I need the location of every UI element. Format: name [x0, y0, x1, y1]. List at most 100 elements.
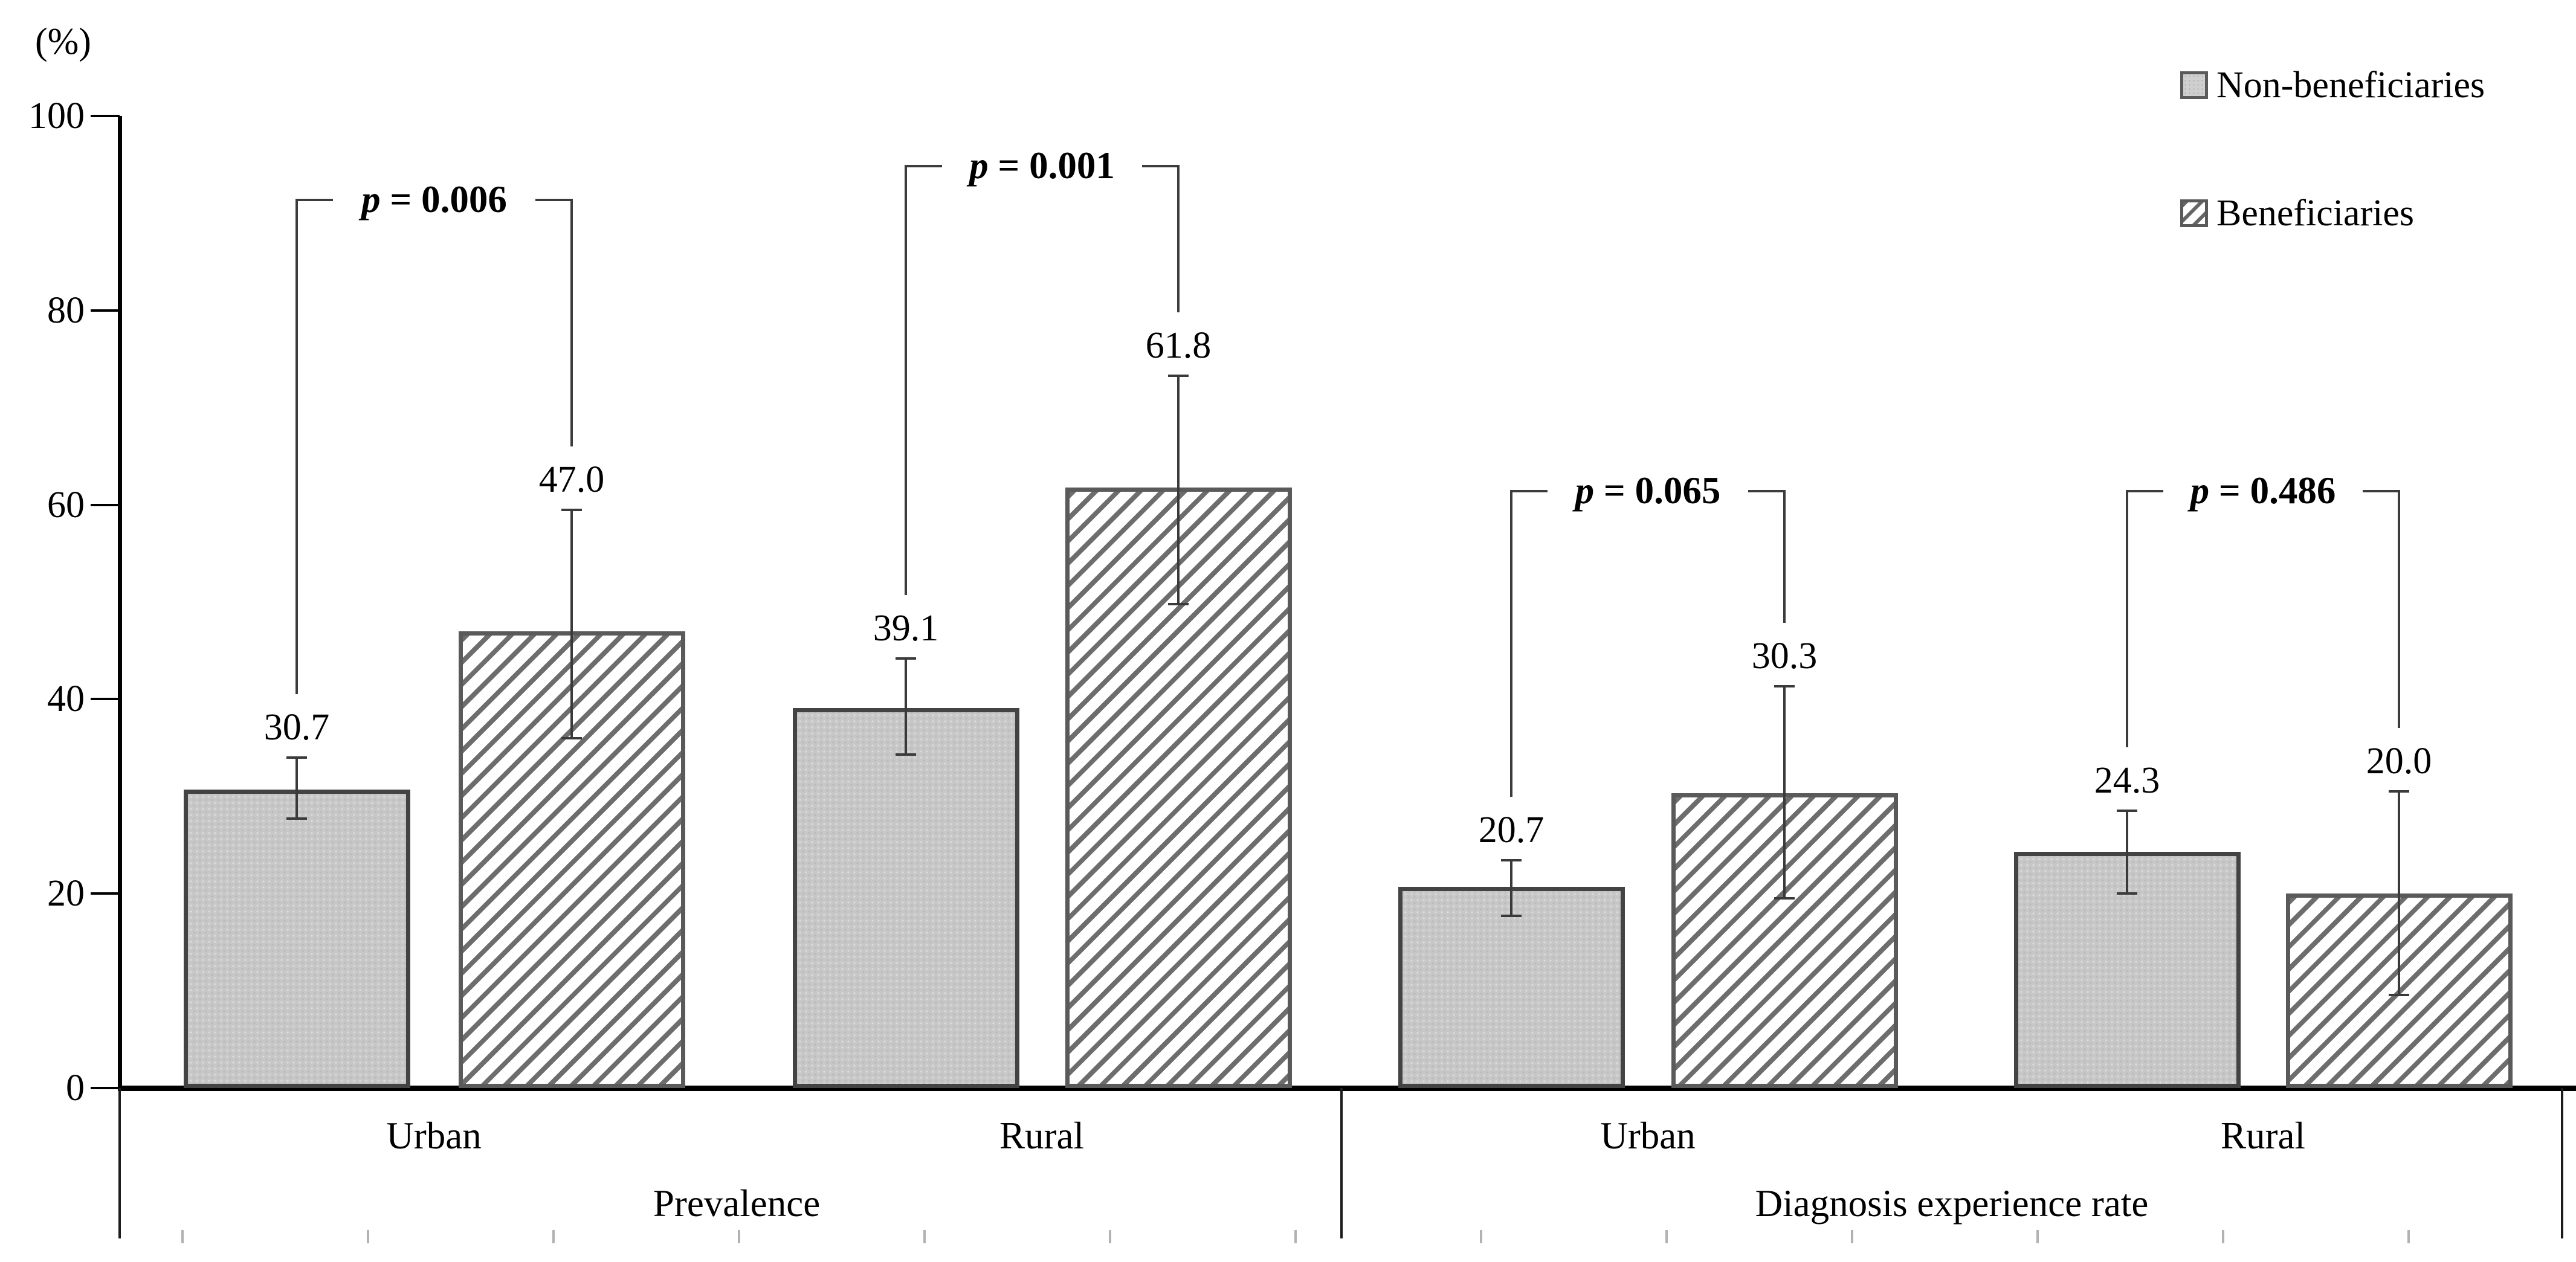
- bar-value-label: 20.0: [2366, 741, 2432, 782]
- bottom-axis-tick: [552, 1230, 555, 1243]
- p-bracket-left-drop: [295, 199, 298, 694]
- legend-label: Non-beneficiaries: [2216, 65, 2485, 106]
- error-bar: [2126, 811, 2128, 894]
- y-axis-tick: [91, 698, 120, 701]
- p-bracket-right-segment: [1142, 165, 1180, 167]
- category-label: Rural: [2221, 1115, 2305, 1157]
- category-label: Urban: [386, 1115, 482, 1157]
- p-value-text: = 0.001: [988, 144, 1115, 187]
- bar-value-label: 61.8: [1145, 324, 1212, 366]
- p-symbol: p: [2190, 469, 2210, 512]
- p-value-text: = 0.486: [2209, 469, 2336, 512]
- bottom-axis-tick: [738, 1230, 740, 1243]
- p-symbol: p: [1575, 469, 1595, 512]
- group-separator-line: [2561, 1088, 2563, 1238]
- p-bracket-right-drop: [1177, 165, 1180, 312]
- error-bar-lower-cap: [896, 753, 916, 756]
- bottom-axis-tick: [2407, 1230, 2410, 1243]
- p-value-label: p = 0.001: [861, 147, 1224, 185]
- error-bar-upper-cap: [1774, 685, 1795, 688]
- p-bracket-right-drop: [2398, 490, 2400, 729]
- p-value-label: p = 0.065: [1467, 472, 1829, 510]
- p-bracket-right-drop: [570, 199, 573, 446]
- error-bar-upper-cap: [896, 657, 916, 660]
- error-bar-upper-cap: [1501, 859, 1522, 862]
- p-bracket-left-segment: [2126, 490, 2163, 492]
- y-tick-label: 20: [47, 873, 85, 915]
- bottom-axis-tick: [181, 1230, 184, 1243]
- p-value-label: p = 0.486: [2082, 472, 2444, 510]
- category-label: Rural: [999, 1115, 1084, 1157]
- error-bar: [905, 658, 907, 755]
- y-tick-label: 0: [66, 1067, 85, 1109]
- error-bar: [295, 757, 298, 819]
- p-bracket-left-drop: [1510, 490, 1512, 797]
- bar-value-label: 24.3: [2094, 760, 2160, 802]
- x-axis-line: [118, 1086, 2576, 1091]
- legend-item-non-beneficiaries: Non-beneficiaries: [2180, 66, 2485, 104]
- p-bracket-right-segment: [2363, 490, 2400, 492]
- category-label: Urban: [1600, 1115, 1696, 1157]
- error-bar-upper-cap: [561, 508, 582, 511]
- error-bar-upper-cap: [286, 756, 307, 759]
- bar-non-beneficiaries: [1398, 886, 1625, 1088]
- y-tick-label: 40: [47, 678, 85, 720]
- y-axis-tick: [91, 503, 120, 506]
- p-value-label: p = 0.006: [253, 181, 616, 219]
- error-bar: [1783, 686, 1786, 899]
- group-label: Diagnosis experience rate: [1755, 1182, 2149, 1225]
- group-label: Prevalence: [653, 1182, 821, 1225]
- y-axis-tick: [91, 115, 120, 117]
- bottom-axis-tick: [1294, 1230, 1297, 1243]
- bottom-axis-tick: [1851, 1230, 1853, 1243]
- bar-value-label: 39.1: [873, 607, 939, 649]
- error-bar: [2398, 791, 2400, 995]
- p-symbol: p: [361, 178, 381, 221]
- error-bar: [570, 509, 573, 738]
- bottom-axis-tick: [1480, 1230, 1482, 1243]
- p-bracket-left-segment: [1510, 490, 1548, 492]
- legend-item-beneficiaries: Beneficiaries: [2180, 195, 2485, 232]
- error-bar-lower-cap: [1168, 602, 1189, 605]
- p-bracket-right-segment: [535, 199, 573, 201]
- bar-value-label: 20.7: [1478, 810, 1545, 851]
- p-symbol: p: [969, 144, 989, 187]
- p-bracket-left-drop: [905, 165, 907, 595]
- bar-value-label: 47.0: [538, 459, 605, 500]
- bottom-axis-tick: [1665, 1230, 1668, 1243]
- y-axis-line: [118, 116, 122, 1088]
- legend-label: Beneficiaries: [2216, 193, 2415, 234]
- p-bracket-left-segment: [295, 199, 333, 201]
- error-bar-upper-cap: [2389, 790, 2409, 793]
- y-tick-label: 80: [47, 289, 85, 331]
- y-axis-tick: [91, 892, 120, 895]
- p-value-text: = 0.006: [380, 178, 507, 221]
- bottom-axis-tick: [923, 1230, 926, 1243]
- bottom-axis-tick: [2036, 1230, 2039, 1243]
- group-separator-line: [118, 1088, 121, 1238]
- error-bar-upper-cap: [2117, 810, 2137, 813]
- error-bar-lower-cap: [2117, 892, 2137, 895]
- bottom-axis-tick: [1109, 1230, 1111, 1243]
- group-separator-line: [1340, 1088, 1343, 1238]
- y-axis-tick: [91, 1087, 120, 1089]
- p-value-text: = 0.065: [1594, 469, 1721, 512]
- bar-non-beneficiaries: [792, 707, 1019, 1088]
- error-bar: [1510, 860, 1512, 916]
- p-bracket-left-segment: [905, 165, 942, 167]
- y-tick-label: 60: [47, 484, 85, 526]
- error-bar-lower-cap: [286, 817, 307, 820]
- error-bar-lower-cap: [1774, 897, 1795, 900]
- error-bar-upper-cap: [1168, 374, 1189, 377]
- p-bracket-right-drop: [1783, 490, 1786, 623]
- y-tick-label: 100: [28, 95, 85, 137]
- error-bar-lower-cap: [1501, 915, 1522, 918]
- legend: Non-beneficiaries Beneficiaries: [2180, 66, 2485, 232]
- bottom-axis-tick: [2222, 1230, 2224, 1243]
- p-bracket-right-segment: [1748, 490, 1786, 492]
- bar-value-label: 30.7: [263, 706, 330, 748]
- bottom-axis-tick: [367, 1230, 369, 1243]
- y-axis-tick: [91, 309, 120, 312]
